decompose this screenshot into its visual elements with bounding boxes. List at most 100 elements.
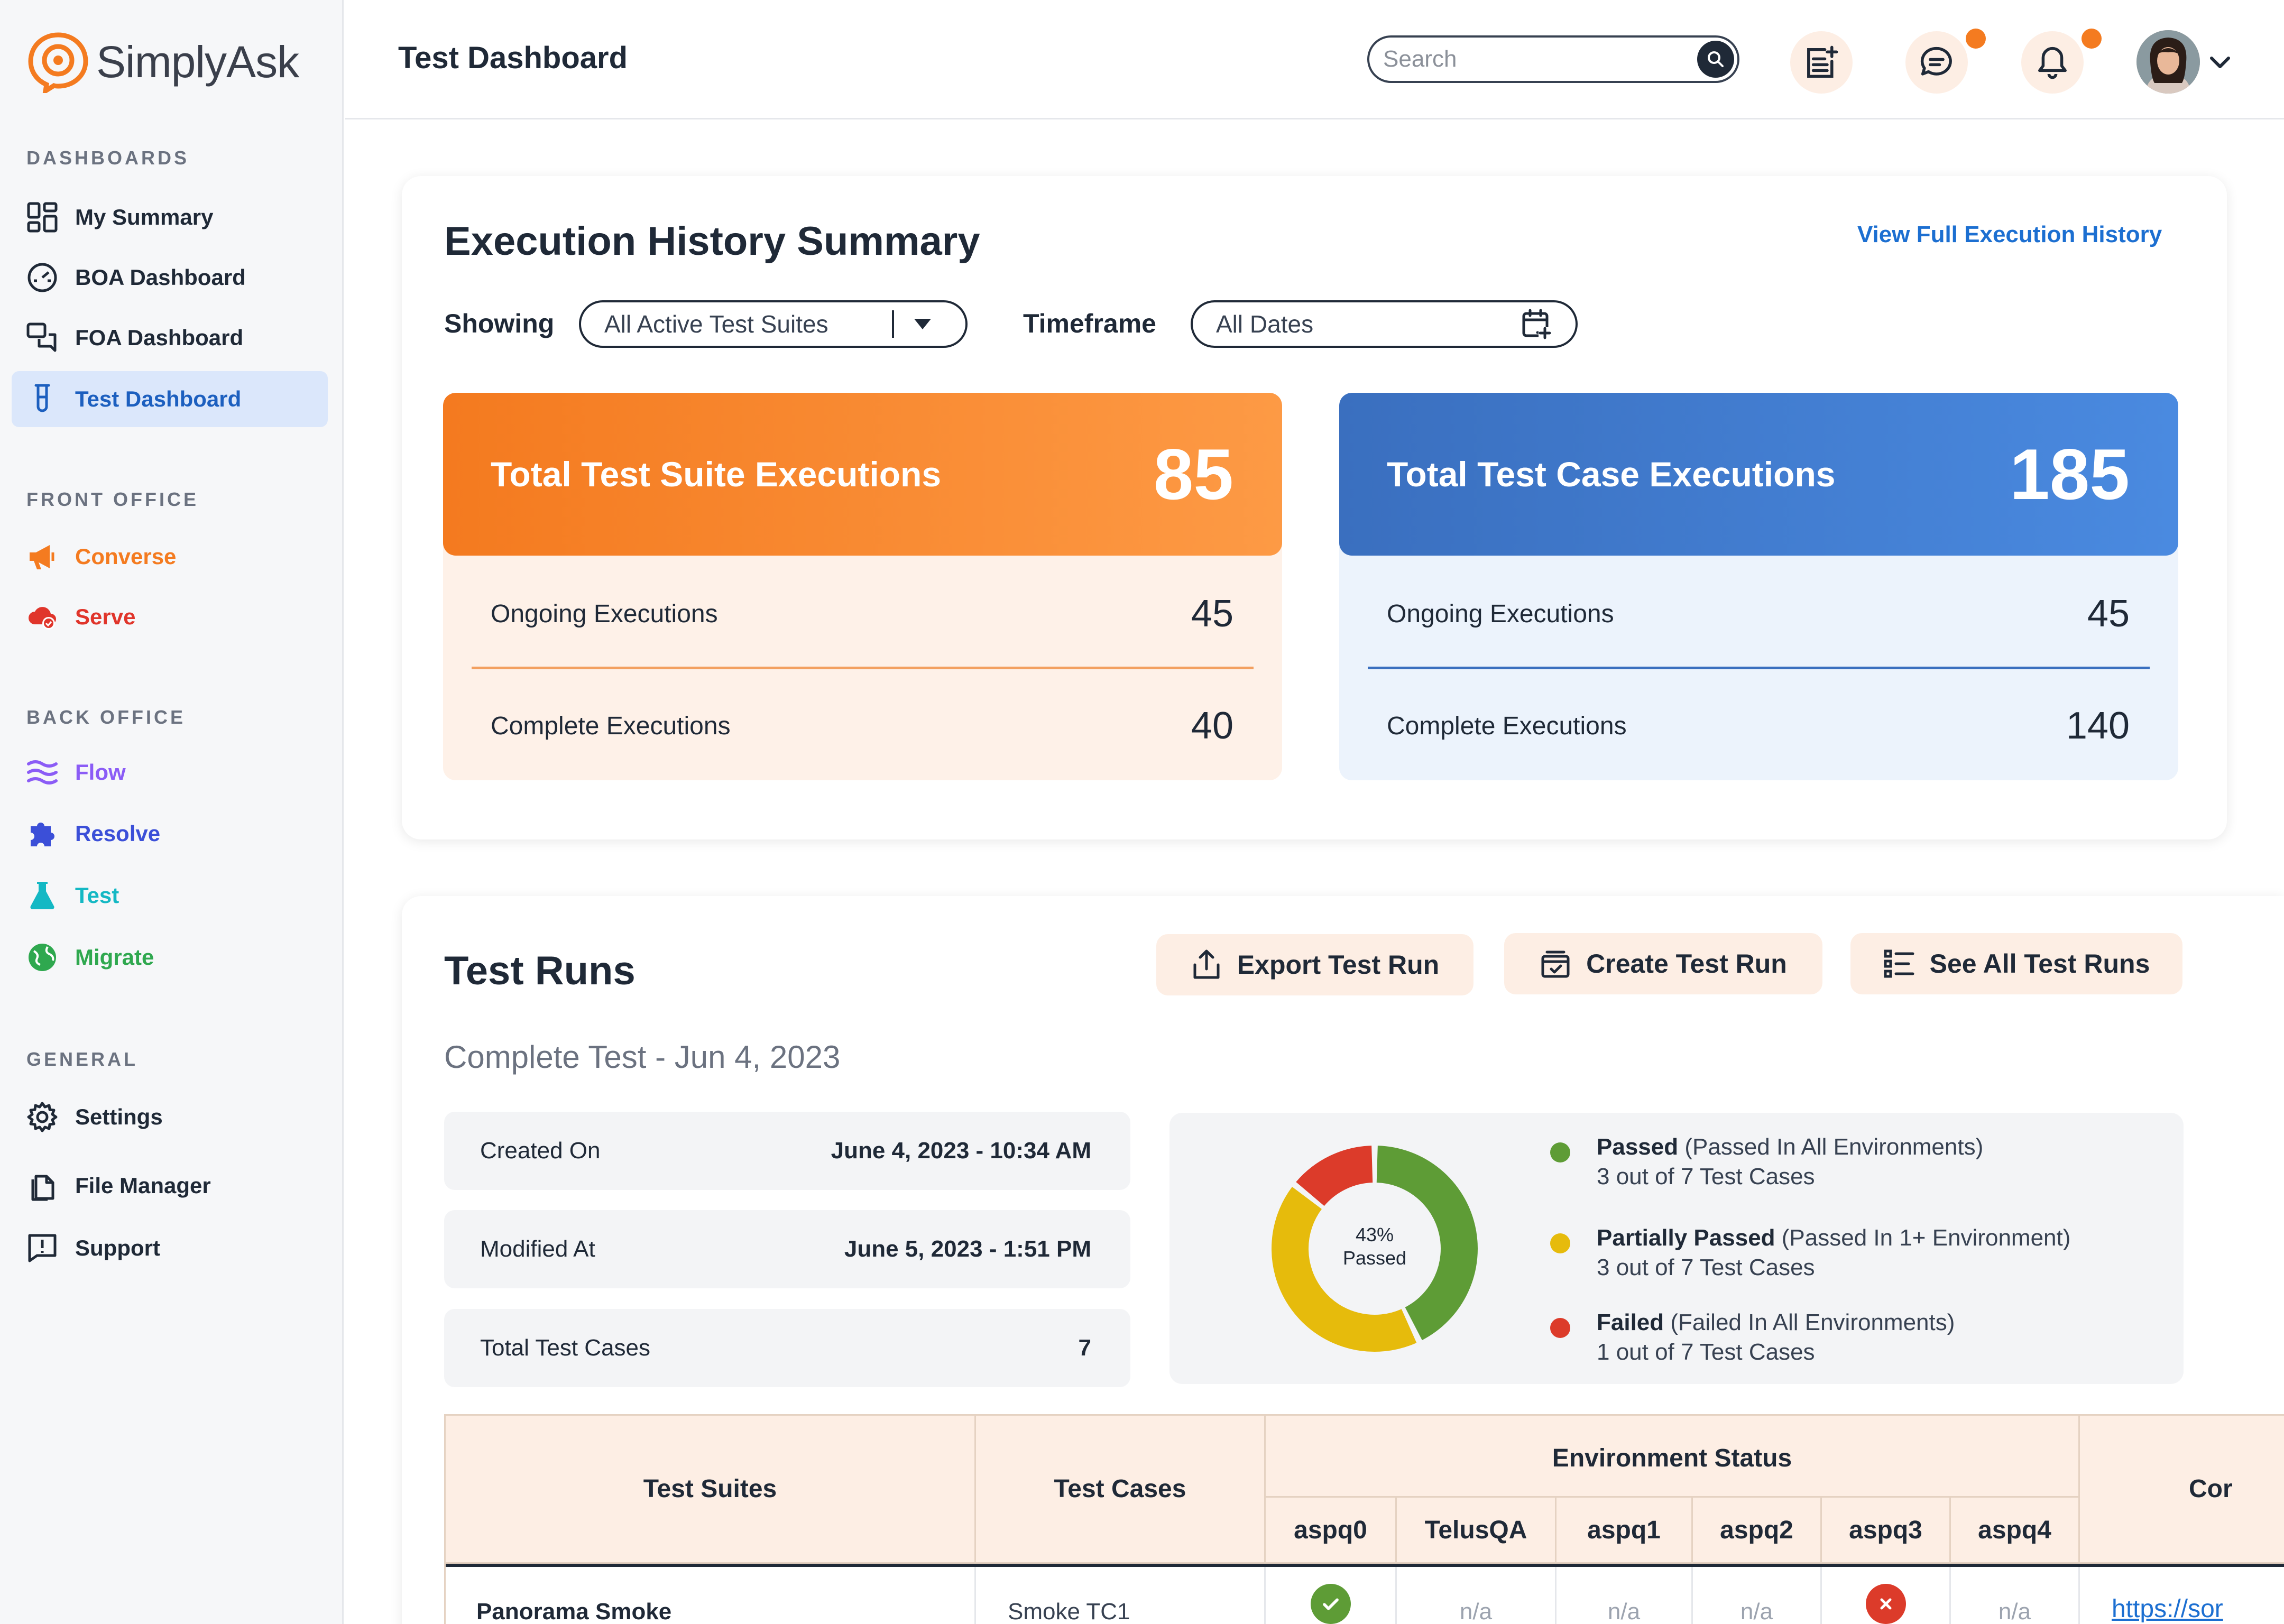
- notifications-button[interactable]: [2021, 31, 2084, 94]
- sidebar-item-label: BOA Dashboard: [75, 265, 246, 290]
- th-env-aspq2[interactable]: aspq2: [1693, 1498, 1822, 1564]
- case-executions-total: 185: [2010, 434, 2130, 514]
- legend-dot: [1550, 1142, 1570, 1162]
- case-executions-title: Total Test Case Executions: [1387, 455, 1836, 494]
- chat-bubbles-icon: [25, 321, 59, 355]
- gauge-icon: [25, 261, 59, 294]
- timeframe-select-value: All Dates: [1216, 310, 1314, 338]
- chevron-down-icon[interactable]: [2206, 49, 2234, 76]
- sidebar-item-test[interactable]: Test: [12, 868, 328, 924]
- view-full-history-link[interactable]: View Full Execution History: [1857, 222, 2162, 247]
- sidebar-item-file-manager[interactable]: File Manager: [12, 1158, 328, 1214]
- search-button[interactable]: [1697, 41, 1734, 78]
- total-test-cases-label: Total Test Cases: [480, 1335, 651, 1361]
- create-note-button[interactable]: [1790, 31, 1853, 94]
- showing-select[interactable]: All Active Test Suites: [579, 300, 968, 348]
- see-all-test-runs-button[interactable]: See All Test Runs: [1850, 933, 2182, 994]
- showing-select-value: All Active Test Suites: [604, 310, 828, 338]
- calendar-add-icon: [1522, 309, 1551, 339]
- legend-detail: (Passed In All Environments): [1684, 1134, 1984, 1160]
- th-cor-truncated[interactable]: Cor: [2080, 1416, 2284, 1564]
- info-row-modified: Modified At June 5, 2023 - 1:51 PM: [444, 1210, 1130, 1288]
- sidebar-item-foa-dashboard[interactable]: FOA Dashboard: [12, 310, 328, 366]
- results-chart-panel: 43% Passed Passed (Passed In All Environ…: [1169, 1113, 2184, 1384]
- th-env-aspq4[interactable]: aspq4: [1951, 1498, 2080, 1564]
- sidebar-item-test-dashboard[interactable]: Test Dashboard: [12, 371, 328, 427]
- sidebar-item-label: Migrate: [75, 945, 154, 970]
- app-name: SimplyAsk: [96, 36, 299, 87]
- case-complete-label: Complete Executions: [1387, 712, 1627, 740]
- donut-segment-partially-passed: [1272, 1187, 1417, 1352]
- search-input[interactable]: [1383, 46, 1679, 72]
- sidebar-item-settings[interactable]: Settings: [12, 1089, 328, 1145]
- sidebar: SimplyAsk DASHBOARDS My Summary BOA Dash…: [0, 0, 344, 1624]
- cell-env-aspq4: n/a: [1951, 1567, 2080, 1624]
- grid-icon: [25, 200, 59, 234]
- th-env-telusqa[interactable]: TelusQA: [1397, 1498, 1557, 1564]
- th-test-suites[interactable]: Test Suites: [446, 1416, 976, 1564]
- case-complete-row: Complete Executions 140: [1339, 689, 2178, 763]
- execution-history-title: Execution History Summary: [444, 219, 980, 264]
- th-env-aspq1[interactable]: aspq1: [1557, 1498, 1693, 1564]
- timeframe-label: Timeframe: [1023, 309, 1156, 338]
- alert-message-icon: [25, 1231, 59, 1265]
- suite-complete-label: Complete Executions: [491, 712, 731, 740]
- legend-label: Failed: [1597, 1309, 1664, 1335]
- timeframe-select[interactable]: All Dates: [1191, 300, 1578, 348]
- avatar[interactable]: [2136, 30, 2200, 94]
- page-title: Test Dashboard: [398, 41, 628, 75]
- cloud-check-icon: [25, 600, 59, 634]
- sidebar-item-converse[interactable]: Converse: [12, 529, 328, 585]
- sidebar-item-my-summary[interactable]: My Summary: [12, 189, 328, 245]
- top-bar: Test Dashboard: [345, 0, 2284, 119]
- th-env-aspq3[interactable]: aspq3: [1822, 1498, 1951, 1564]
- app-logo[interactable]: SimplyAsk: [25, 31, 299, 93]
- x-circle-icon: [1865, 1584, 1906, 1624]
- legend-count: 3 out of 7 Test Cases: [1597, 1164, 1815, 1189]
- test-tube-icon: [25, 382, 59, 416]
- case-ongoing-row: Ongoing Executions 45: [1339, 577, 2178, 651]
- sidebar-item-migrate[interactable]: Migrate: [12, 929, 328, 985]
- legend-dot: [1550, 1318, 1570, 1338]
- cell-link[interactable]: https://sor: [2112, 1595, 2223, 1623]
- upload-icon: [1193, 949, 1220, 979]
- section-front-office: FRONT OFFICE: [26, 488, 199, 510]
- suite-complete-row: Complete Executions 40: [443, 689, 1282, 763]
- create-test-run-button[interactable]: Create Test Run: [1504, 933, 1822, 994]
- export-test-run-button[interactable]: Export Test Run: [1156, 934, 1473, 995]
- created-on-value: June 4, 2023 - 10:34 AM: [831, 1138, 1091, 1164]
- info-row-total-cases: Total Test Cases 7: [444, 1309, 1130, 1387]
- section-back-office: BACK OFFICE: [26, 706, 186, 728]
- see-all-test-runs-label: See All Test Runs: [1929, 949, 2150, 979]
- sidebar-item-support[interactable]: Support: [12, 1220, 328, 1276]
- th-env-aspq0[interactable]: aspq0: [1266, 1498, 1397, 1564]
- search-box: [1367, 35, 1739, 83]
- donut-center-label: Passed: [1343, 1247, 1406, 1269]
- created-on-label: Created On: [480, 1138, 601, 1164]
- sidebar-item-label: Serve: [75, 604, 136, 629]
- sidebar-item-serve[interactable]: Serve: [12, 589, 328, 645]
- section-dashboards: DASHBOARDS: [26, 147, 190, 169]
- sidebar-item-label: My Summary: [75, 205, 214, 229]
- cell-test-case[interactable]: Smoke TC1: [976, 1567, 1266, 1624]
- messages-button[interactable]: [1905, 31, 1968, 94]
- list-icon: [1884, 949, 1914, 978]
- modified-at-label: Modified At: [480, 1236, 595, 1262]
- user-avatar-icon: [2136, 30, 2200, 94]
- divider: [472, 667, 1254, 669]
- legend-detail: (Failed In All Environments): [1670, 1309, 1955, 1335]
- modified-at-value: June 5, 2023 - 1:51 PM: [844, 1236, 1091, 1262]
- th-test-cases[interactable]: Test Cases: [976, 1416, 1266, 1564]
- sidebar-item-boa-dashboard[interactable]: BOA Dashboard: [12, 250, 328, 306]
- sidebar-item-label: Test Dashboard: [75, 386, 242, 411]
- legend-count: 3 out of 7 Test Cases: [1597, 1254, 1815, 1280]
- suite-executions-title: Total Test Suite Executions: [491, 455, 942, 494]
- search-icon: [1708, 51, 1724, 67]
- sidebar-item-label: Support: [75, 1235, 160, 1260]
- bell-icon: [2038, 47, 2067, 79]
- sidebar-item-flow[interactable]: Flow: [12, 744, 328, 800]
- sidebar-item-label: Settings: [75, 1104, 163, 1129]
- create-test-run-label: Create Test Run: [1586, 949, 1787, 979]
- cell-test-suite[interactable]: Panorama Smoke: [446, 1567, 976, 1624]
- sidebar-item-resolve[interactable]: Resolve: [12, 806, 328, 862]
